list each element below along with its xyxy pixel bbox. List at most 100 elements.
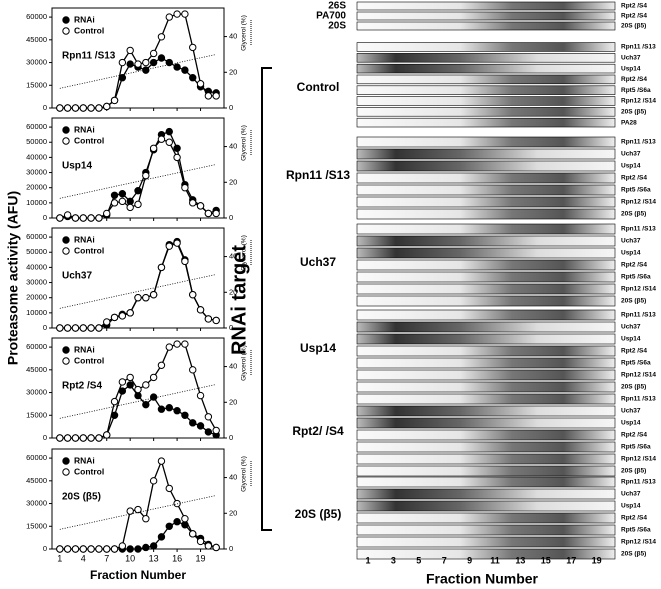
blot-row-label: Rpt5 /S6a — [621, 444, 651, 451]
data-point — [173, 10, 181, 18]
legend-marker — [62, 126, 70, 134]
y2-tick-label: 40 — [229, 142, 237, 151]
data-point — [71, 324, 80, 332]
blot-strip — [356, 453, 616, 465]
data-point — [189, 290, 197, 299]
data-point — [212, 316, 220, 325]
blot-row-label: Usp14 — [621, 65, 641, 72]
blot-strip — [356, 295, 616, 307]
data-point — [173, 63, 181, 71]
target-label: Uch37 — [300, 255, 336, 269]
y2-axis-title: Glycerol (%) — [241, 345, 248, 381]
y-tick-label: 60000 — [26, 453, 47, 462]
data-point — [134, 391, 142, 400]
blot-x-tick-label: 3 — [391, 555, 396, 565]
data-point — [95, 545, 103, 553]
blot-strip — [356, 148, 616, 160]
data-point — [95, 104, 103, 112]
complex-label: PA700 — [316, 11, 346, 22]
y2-axis-title: Glycerol (%) — [241, 456, 248, 492]
blot-x-tick-label: 5 — [416, 555, 421, 565]
blot-row-label: Usp14 — [621, 163, 641, 170]
blot-row-label: Uch37 — [621, 491, 641, 498]
y-tick-label: 60000 — [26, 232, 47, 241]
blot-row-label: Rpn11 /S13 — [621, 396, 656, 403]
data-point — [149, 58, 158, 67]
data-point — [87, 434, 95, 442]
data-point — [71, 104, 80, 112]
y-tick-label: 20000 — [26, 183, 47, 192]
data-point — [103, 431, 111, 439]
legend-label: RNAi — [74, 124, 95, 134]
y-tick-label: 30000 — [26, 278, 47, 287]
data-point — [165, 484, 173, 493]
data-point — [87, 324, 95, 332]
blot-row-label: Uch37 — [621, 408, 641, 415]
blot-row-label: Uch37 — [621, 55, 641, 62]
y2-tick-label: 20 — [229, 177, 237, 186]
data-point — [110, 313, 119, 322]
data-point — [165, 58, 173, 67]
blot-strip — [356, 235, 616, 247]
data-point — [157, 533, 166, 541]
data-point — [196, 202, 205, 210]
blot-row-label: 20S (β5) — [621, 23, 646, 30]
y-tick-label: 60000 — [26, 342, 47, 351]
data-point — [134, 200, 142, 209]
blot-x-tick-label: 13 — [515, 555, 525, 565]
data-point — [118, 312, 127, 320]
plot-frame — [51, 7, 225, 109]
data-point — [95, 434, 103, 442]
blot-row-label: Rpt5 /S6a — [621, 274, 651, 281]
y2-axis-title: Glycerol (%) — [241, 15, 248, 51]
data-point — [165, 242, 173, 250]
data-point — [126, 46, 134, 55]
blot-strip — [356, 271, 616, 283]
blot-row-label: Rpt2 /S4 — [621, 175, 647, 182]
blot-strip — [356, 512, 616, 524]
blot-strip — [356, 96, 616, 106]
data-point — [173, 239, 181, 247]
blot-row-label: Rpt2 /S4 — [621, 3, 647, 10]
x-tick-label: 19 — [196, 553, 206, 563]
data-point — [149, 49, 158, 58]
y2-tick-label: 20 — [229, 397, 237, 406]
data-point — [173, 340, 181, 348]
data-point — [157, 263, 166, 272]
data-point — [204, 413, 213, 421]
legend-label: RNAi — [74, 234, 95, 244]
y-tick-label: 30000 — [26, 168, 47, 177]
x-tick-label: 10 — [125, 553, 135, 563]
blot-x-tick-label: 11 — [490, 555, 500, 565]
data-point — [126, 197, 134, 206]
plot-frame — [51, 337, 225, 439]
data-point — [196, 391, 205, 400]
y-tick-label: 60000 — [26, 12, 47, 21]
data-point — [126, 60, 134, 68]
data-point — [173, 153, 181, 162]
blot-strip — [356, 357, 616, 369]
blot-strip — [356, 42, 616, 52]
y-tick-label: 15000 — [26, 521, 47, 530]
x-tick-label: 4 — [81, 553, 86, 563]
legend-label: RNAi — [74, 14, 95, 24]
data-point — [196, 80, 205, 88]
blot-x-tick-label: 7 — [442, 555, 447, 565]
data-point — [149, 542, 158, 550]
blot-strip — [356, 488, 616, 500]
legend-marker — [62, 236, 70, 244]
blot-row-label: Rpt2 /S4 — [621, 262, 647, 269]
data-point — [189, 43, 197, 52]
blot-row-label: Rpt2 /S4 — [621, 13, 647, 20]
series-line — [59, 242, 217, 329]
blot-strip — [356, 405, 616, 417]
data-point — [149, 373, 158, 382]
blot-row-label: 20S (β5) — [621, 211, 646, 218]
blot-strip — [356, 208, 616, 220]
data-point — [165, 138, 173, 146]
data-point — [173, 144, 181, 153]
data-point — [110, 199, 119, 207]
complex-label: 26S — [328, 1, 346, 12]
blot-row-label: Rpn12 /S14 — [621, 456, 656, 463]
legend-label: RNAi — [74, 344, 95, 354]
